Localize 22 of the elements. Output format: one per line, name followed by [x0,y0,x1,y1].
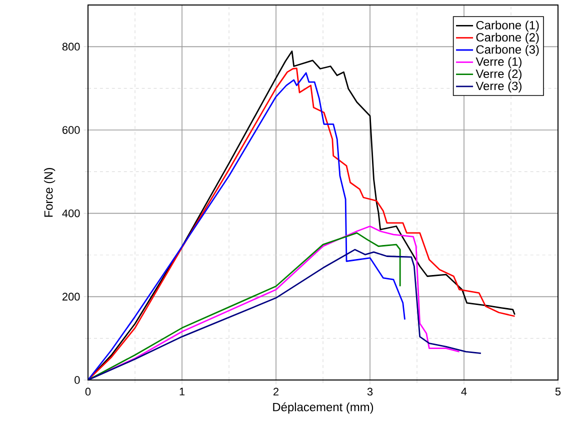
line-series [88,248,482,380]
y-tick-label: 600 [62,126,80,134]
y-tick-label: 400 [62,209,80,218]
y-tick-label: 0 [74,376,80,384]
line-series [88,72,406,380]
x-tick-label: 0 [85,388,91,396]
legend-label: Carbone (3) [476,44,539,56]
line-series [88,232,401,380]
y-tick-label: 800 [62,42,80,51]
x-tick-label: 4 [461,388,467,396]
y-axis-title: Force (N) [44,168,56,217]
x-tick-label: 5 [555,388,561,396]
y-tick-label: 200 [62,292,80,301]
x-tick-label: 2 [274,388,278,396]
legend-label: Carbone (1) [476,20,539,32]
x-tick-label: 3 [367,388,373,396]
legend-label: Verre (2) [476,69,522,80]
legend-label: Verre (3) [476,81,522,93]
legend-label: Verre (1) [476,57,522,68]
legend-label: Carbone (2) [476,32,539,44]
x-axis-title: Déplacement (mm) [273,402,374,414]
x-tick-label: 1 [180,388,185,396]
